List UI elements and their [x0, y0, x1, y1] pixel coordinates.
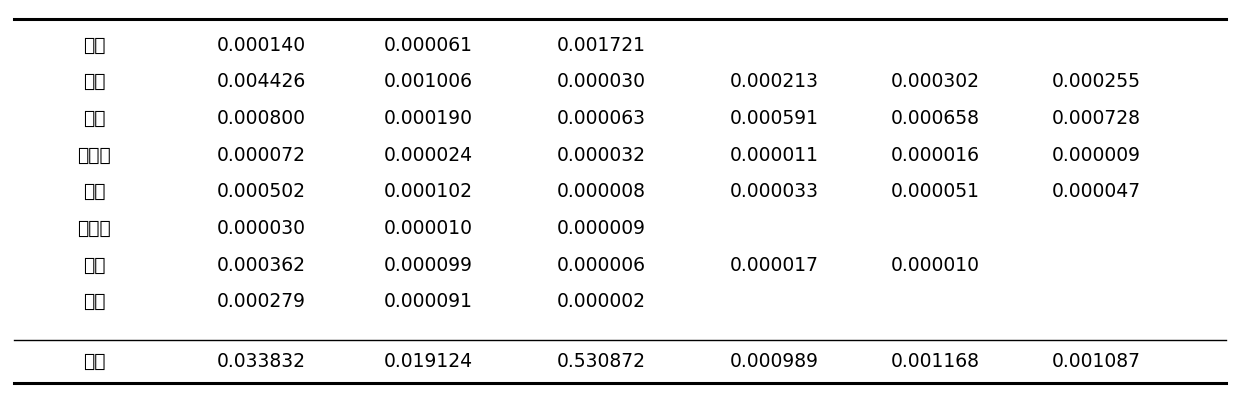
- Text: 庚醇: 庚醇: [83, 35, 105, 55]
- Text: 0.000006: 0.000006: [557, 256, 646, 275]
- Text: 0.000009: 0.000009: [1052, 146, 1141, 165]
- Text: 0.001087: 0.001087: [1052, 352, 1141, 371]
- Text: 0.000002: 0.000002: [557, 292, 646, 311]
- Text: 0.000800: 0.000800: [217, 109, 306, 128]
- Text: 乙酸: 乙酸: [83, 72, 105, 91]
- Text: 0.000016: 0.000016: [892, 146, 980, 165]
- Text: 0.000099: 0.000099: [383, 256, 472, 275]
- Text: 丁内酯: 丁内酯: [77, 219, 112, 238]
- Text: 0.000362: 0.000362: [217, 256, 306, 275]
- Text: 0.000728: 0.000728: [1052, 109, 1141, 128]
- Text: 0.000072: 0.000072: [217, 146, 306, 165]
- Text: 0.000010: 0.000010: [892, 256, 980, 275]
- Text: 0.000033: 0.000033: [730, 182, 820, 201]
- Text: 丙酸: 丙酸: [83, 109, 105, 128]
- Text: 0.000989: 0.000989: [730, 352, 820, 371]
- Text: 0.000032: 0.000032: [557, 146, 646, 165]
- Text: 0.000011: 0.000011: [730, 146, 820, 165]
- Text: 0.000030: 0.000030: [557, 72, 646, 91]
- Text: 0.000255: 0.000255: [1052, 72, 1141, 91]
- Text: 0.530872: 0.530872: [557, 352, 646, 371]
- Text: 0.000102: 0.000102: [383, 182, 472, 201]
- Text: 0.000063: 0.000063: [557, 109, 646, 128]
- Text: 0.000017: 0.000017: [730, 256, 820, 275]
- Text: 0.000279: 0.000279: [217, 292, 306, 311]
- Text: 0.000010: 0.000010: [383, 219, 472, 238]
- Text: 0.000140: 0.000140: [217, 35, 306, 55]
- Text: 己酸: 己酸: [83, 292, 105, 311]
- Text: 0.000008: 0.000008: [557, 182, 646, 201]
- Text: 总和: 总和: [83, 352, 105, 371]
- Text: 0.000658: 0.000658: [892, 109, 980, 128]
- Text: 0.000213: 0.000213: [730, 72, 820, 91]
- Text: 丁酸: 丁酸: [83, 182, 105, 201]
- Text: 0.000091: 0.000091: [383, 292, 472, 311]
- Text: 0.019124: 0.019124: [383, 352, 472, 371]
- Text: 异丁酸: 异丁酸: [77, 146, 112, 165]
- Text: 0.004426: 0.004426: [217, 72, 306, 91]
- Text: 0.000061: 0.000061: [383, 35, 472, 55]
- Text: 0.000051: 0.000051: [892, 182, 980, 201]
- Text: 0.000047: 0.000047: [1052, 182, 1141, 201]
- Text: 0.000591: 0.000591: [730, 109, 820, 128]
- Text: 0.000190: 0.000190: [383, 109, 472, 128]
- Text: 0.000009: 0.000009: [557, 219, 646, 238]
- Text: 0.033832: 0.033832: [217, 352, 306, 371]
- Text: 0.001721: 0.001721: [557, 35, 646, 55]
- Text: 0.001168: 0.001168: [892, 352, 980, 371]
- Text: 0.000024: 0.000024: [383, 146, 472, 165]
- Text: 戊酸: 戊酸: [83, 256, 105, 275]
- Text: 0.001006: 0.001006: [383, 72, 472, 91]
- Text: 0.000302: 0.000302: [892, 72, 980, 91]
- Text: 0.000030: 0.000030: [217, 219, 306, 238]
- Text: 0.000502: 0.000502: [217, 182, 306, 201]
